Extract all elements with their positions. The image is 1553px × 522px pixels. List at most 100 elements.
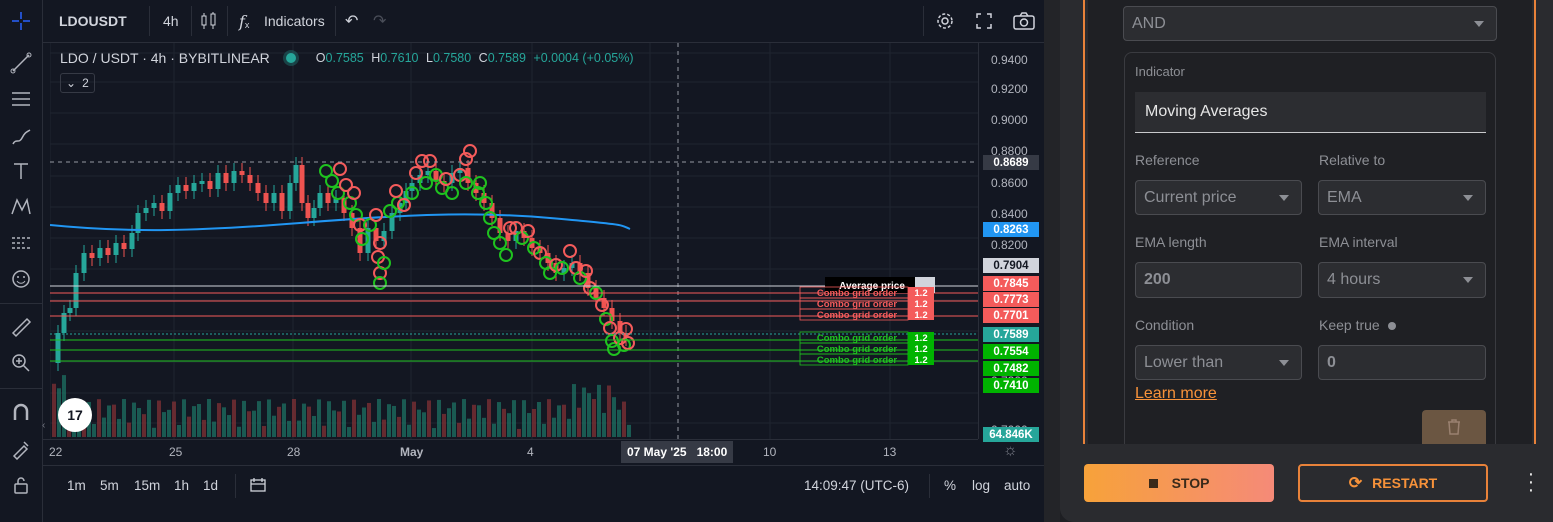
candle-body [231,171,237,183]
keep-true-input[interactable]: 0 [1318,345,1486,380]
ruler-icon[interactable] [8,314,34,340]
learn-more-link[interactable]: Learn more [1135,385,1217,402]
ema-length-input[interactable]: 200 [1135,262,1302,298]
crosshair-icon[interactable] [8,8,34,34]
volume-bar [157,400,161,437]
indicators-button[interactable]: Indicators [264,13,325,29]
time-tick: 28 [287,445,301,459]
volume-bar [582,387,586,437]
pattern-icon[interactable] [8,194,34,220]
condition-select[interactable]: Lower than [1135,345,1302,380]
buy-marker [493,236,507,250]
sell-marker [521,224,535,238]
sell-order-text: Combo grid order [817,288,898,299]
stop-button[interactable]: STOP [1084,464,1274,502]
axis-settings-icon[interactable]: ☼ [1003,442,1018,459]
interval-button[interactable]: 4h [163,13,179,29]
magnet-icon[interactable] [8,400,34,426]
candle-body [247,175,253,183]
price-axis[interactable]: 0.9400 0.9200 0.9000 0.8800 0.8600 0.8400 0.82… [978,43,1044,442]
volume-bar [592,399,596,437]
volume-bar [252,410,256,437]
timeframe-1d[interactable]: 1d [203,478,219,493]
volume-bar [527,413,531,437]
sell-marker [533,246,547,260]
relative-to-select[interactable]: EMA [1318,180,1486,215]
sell-order-qty [908,309,934,320]
volume-bar [612,397,616,437]
timeframe-1m[interactable]: 1m [67,478,86,493]
volume-bar [127,422,131,437]
more-options-icon[interactable]: · · · [1527,463,1535,501]
volume-bar [197,404,201,437]
unlock-icon[interactable] [8,472,34,498]
volume-bar [132,402,136,437]
percent-toggle[interactable]: % [944,478,957,493]
volume-bar [357,414,361,437]
symbol-search-button[interactable]: LDOUSDT [59,13,127,29]
camera-icon[interactable] [1013,0,1035,42]
candle-body [287,183,293,211]
volume-bar [187,416,191,437]
settings-gear-icon[interactable] [935,0,955,42]
volume-bar [337,411,341,437]
candle-body [175,185,181,193]
collapse-toolbar-icon[interactable]: ‹ [42,420,46,431]
reference-select[interactable]: Current price [1135,180,1302,215]
log-toggle[interactable]: log [972,478,991,493]
timeframe-5m[interactable]: 5m [100,478,119,493]
volume-bar [537,402,541,437]
volume-bar [597,384,601,437]
sell-marker [373,236,387,250]
lock-drawing-icon[interactable] [8,436,34,462]
ema-interval-select[interactable]: 4 hours [1318,262,1486,298]
volume-bar [427,400,431,437]
candle-body [609,308,615,321]
price-tick: 0.9000 [991,113,1028,127]
sell-marker [563,244,577,258]
info-icon[interactable] [1387,322,1396,330]
candle-body [97,248,103,258]
volume-bar [407,424,411,437]
volume-bar [297,420,301,437]
fullscreen-icon[interactable] [975,0,993,42]
indicator-collapse-button[interactable]: ⌄ 2 [60,73,95,93]
redo-icon[interactable]: ↷ [373,13,387,30]
delete-condition-button[interactable] [1422,410,1486,444]
tradingview-logo-icon[interactable]: 17 [58,398,92,432]
volume-bar [52,383,56,437]
indicator-input[interactable]: Moving Averages [1135,92,1486,133]
brush-icon[interactable] [8,124,34,150]
volume-bar [242,400,246,437]
timeframe-15m[interactable]: 15m [134,478,161,493]
auto-toggle[interactable]: auto [1004,478,1031,493]
sell-order-qty-text: 1.2 [914,299,927,310]
volume-bar [167,409,171,437]
clock-display[interactable]: 14:09:47 (UTC-6) [804,478,910,493]
logic-select[interactable]: AND [1123,6,1497,41]
candle-body [601,298,607,308]
candle-style-icon[interactable] [200,0,218,42]
volume-bar [262,426,266,437]
buy-order-qty-text: 1.2 [914,333,927,344]
sell-marker [353,218,367,232]
volume-bar [312,415,316,437]
prediction-icon[interactable] [8,230,34,256]
candle-body [121,243,127,249]
trend-line-icon[interactable] [8,50,34,76]
fib-lines-icon[interactable] [8,86,34,112]
sell-marker [621,336,635,350]
emoji-icon[interactable] [8,266,34,292]
buy-order-price-tag: 0.7410 [983,378,1039,393]
restart-button[interactable]: ⟳ RESTART [1298,464,1488,502]
zoom-icon[interactable] [8,350,34,376]
text-tool-icon[interactable] [8,158,34,184]
undo-icon[interactable]: ↶ [345,13,359,30]
timeframe-1h[interactable]: 1h [174,478,190,493]
date-range-icon[interactable] [249,476,267,497]
time-axis[interactable]: ☼ 22 25 28 May 4 10 13 07 May '25 18:00 [43,439,1018,465]
candle-body [497,218,503,233]
candle-body [357,228,363,253]
